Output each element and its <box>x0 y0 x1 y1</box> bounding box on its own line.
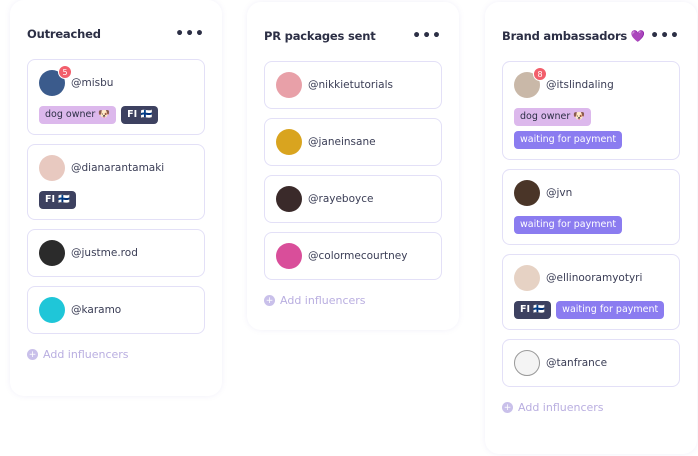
more-options-icon[interactable]: ••• <box>175 26 205 42</box>
more-options-icon[interactable]: ••• <box>412 28 442 44</box>
influencer-handle: @colormecourtney <box>308 250 408 262</box>
influencer-card[interactable]: @janeinsane <box>264 118 442 166</box>
tag-dog[interactable]: dog owner 🐶 <box>39 106 117 124</box>
avatar <box>276 72 302 98</box>
notification-badge: 5 <box>58 65 72 79</box>
influencer-card[interactable]: @rayeboyce <box>264 175 442 223</box>
influencer-card[interactable]: @justme.rod <box>27 229 205 277</box>
tag-fi[interactable]: FI 🇫🇮 <box>514 301 552 319</box>
add-influencers-label: Add influencers <box>280 294 366 307</box>
avatar: 5 <box>39 65 72 96</box>
influencer-card[interactable]: @ellinooramyotyri FI 🇫🇮 waiting for paymen… <box>502 254 680 330</box>
column-title: Brand ambassadors 💜 <box>502 29 645 43</box>
avatar <box>514 350 540 376</box>
plus-icon: + <box>27 349 38 360</box>
column-pr-packages-sent: PR packages sent ••• @nikkietutorials @jane… <box>247 2 459 330</box>
tag-fi[interactable]: FI 🇫🇮 <box>39 191 77 209</box>
avatar <box>39 155 65 181</box>
avatar <box>514 180 540 206</box>
influencer-card[interactable]: @nikkietutorials <box>264 61 442 109</box>
influencer-handle: @ellinooramyotyri <box>546 272 643 284</box>
column-title: PR packages sent <box>264 29 376 43</box>
avatar <box>39 297 65 323</box>
add-influencers-label: Add influencers <box>518 401 604 414</box>
tag-dog[interactable]: dog owner 🐶 <box>514 108 592 126</box>
tag-fi[interactable]: FI 🇫🇮 <box>121 106 159 124</box>
add-influencers-label: Add influencers <box>43 348 129 361</box>
column-header: PR packages sent ••• <box>264 22 442 50</box>
column-header: Outreached ••• <box>27 20 205 48</box>
influencer-handle: @itslindaling <box>546 79 614 91</box>
avatar <box>276 186 302 212</box>
influencer-handle: @justme.rod <box>71 247 138 259</box>
influencer-card[interactable]: @karamo <box>27 286 205 334</box>
avatar: 8 <box>514 67 547 98</box>
influencer-card[interactable]: @colormecourtney <box>264 232 442 280</box>
avatar <box>514 265 540 291</box>
avatar <box>276 243 302 269</box>
influencer-handle: @misbu <box>71 77 114 89</box>
influencer-handle: @karamo <box>71 304 122 316</box>
influencer-card[interactable]: 5 @misbu dog owner 🐶 FI 🇫🇮 <box>27 59 205 135</box>
tag-wait[interactable]: waiting for payment <box>556 301 665 319</box>
tag-wait[interactable]: waiting for payment <box>514 131 623 149</box>
column-brand-ambassadors: Brand ambassadors 💜 ••• 8 @itslindaling dog … <box>485 2 697 454</box>
add-influencers-button[interactable]: + Add influencers <box>264 294 442 307</box>
influencer-handle: @jvn <box>546 187 573 199</box>
influencer-card[interactable]: @jvn waiting for payment <box>502 169 680 245</box>
influencer-handle: @rayeboyce <box>308 193 374 205</box>
influencer-handle: @tanfrance <box>546 357 608 369</box>
tag-wait[interactable]: waiting for payment <box>514 216 623 234</box>
plus-icon: + <box>502 402 513 413</box>
influencer-handle: @janeinsane <box>308 136 376 148</box>
influencer-handle: @nikkietutorials <box>308 79 393 91</box>
influencer-card[interactable]: @tanfrance <box>502 339 680 387</box>
column-header: Brand ambassadors 💜 ••• <box>502 22 680 50</box>
more-options-icon[interactable]: ••• <box>650 28 680 44</box>
add-influencers-button[interactable]: + Add influencers <box>502 401 680 414</box>
influencer-handle: @dianarantamaki <box>71 162 165 174</box>
column-outreached: Outreached ••• 5 @misbu dog owner 🐶 FI 🇫🇮 @dia… <box>10 0 222 396</box>
influencer-card[interactable]: 8 @itslindaling dog owner 🐶 waiting for pay… <box>502 61 680 160</box>
column-title: Outreached <box>27 27 101 41</box>
avatar <box>39 240 65 266</box>
add-influencers-button[interactable]: + Add influencers <box>27 348 205 361</box>
notification-badge: 8 <box>533 67 547 81</box>
influencer-card[interactable]: @dianarantamaki FI 🇫🇮 <box>27 144 205 220</box>
avatar <box>276 129 302 155</box>
plus-icon: + <box>264 295 275 306</box>
